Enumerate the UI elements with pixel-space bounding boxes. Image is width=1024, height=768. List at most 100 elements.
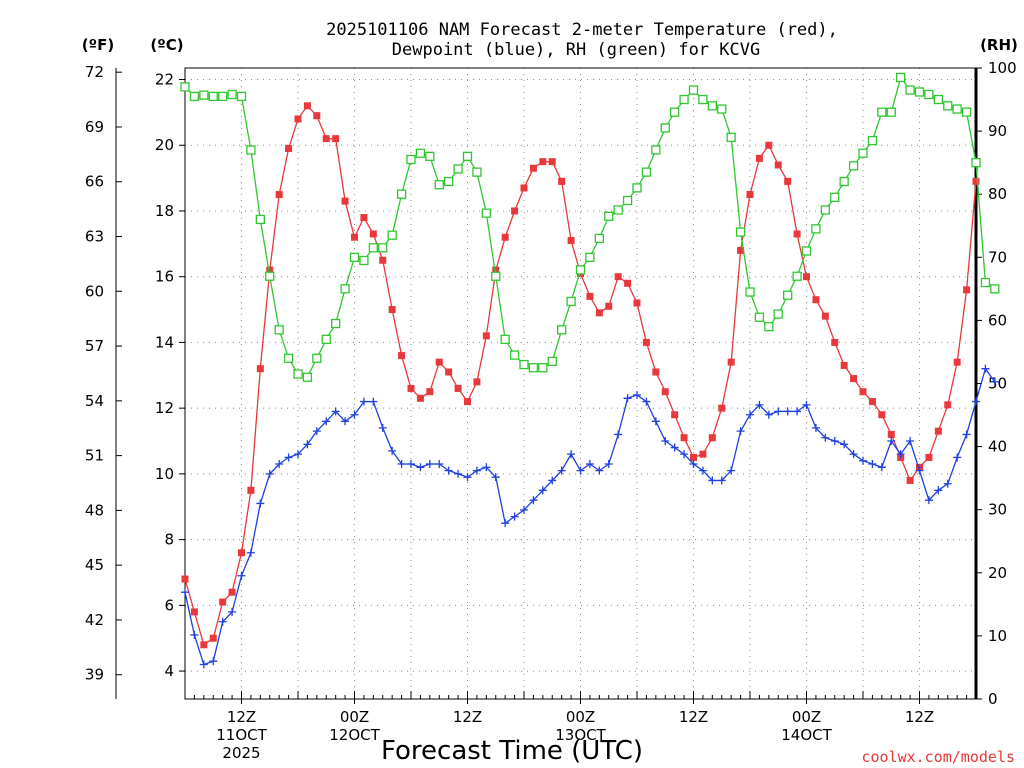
data-point [934, 486, 943, 495]
data-point [548, 158, 556, 166]
data-point [415, 148, 426, 158]
data-point [624, 279, 632, 287]
data-point [961, 107, 972, 117]
data-point [585, 460, 594, 469]
data-point [933, 94, 943, 105]
data-point [256, 365, 264, 373]
data-point [256, 499, 265, 508]
data-point [548, 476, 557, 485]
data-point [708, 476, 717, 485]
data-point [746, 191, 754, 199]
data-point [623, 394, 632, 403]
data-point [934, 427, 942, 435]
data-point [764, 410, 773, 419]
celsius-tick-label: 22 [155, 71, 174, 89]
data-point [255, 214, 265, 225]
series-rh [180, 72, 1000, 382]
data-point [642, 397, 651, 406]
data-point [943, 479, 952, 488]
x-tick-label: 14OCT [781, 726, 832, 744]
data-point [238, 549, 245, 557]
data-point [425, 460, 434, 469]
data-point [707, 101, 717, 111]
data-point [359, 255, 369, 266]
x-tick-label: 00Z [792, 708, 821, 726]
data-point [980, 277, 991, 288]
fahrenheit-tick-label: 72 [85, 63, 104, 81]
data-point [585, 252, 595, 262]
data-point [953, 453, 962, 462]
rh-tick-label: 90 [988, 122, 1007, 140]
data-point [303, 102, 311, 110]
data-point [735, 227, 746, 237]
data-point [575, 265, 586, 275]
data-point [228, 607, 237, 616]
data-point [802, 400, 811, 409]
data-point [877, 107, 887, 117]
data-point [379, 256, 387, 264]
data-point [576, 466, 585, 475]
rh-tick-label: 60 [988, 311, 1007, 329]
x-tick-label: 13OCT [555, 726, 606, 744]
data-point [746, 410, 754, 419]
data-point [680, 450, 689, 459]
data-point [435, 358, 443, 366]
data-point [803, 273, 810, 281]
data-point [199, 660, 208, 669]
rh-tick-label: 80 [988, 185, 1007, 203]
data-point [680, 434, 688, 442]
data-point [557, 466, 566, 475]
data-point [679, 94, 689, 105]
data-point [322, 417, 331, 426]
data-point [811, 423, 820, 432]
fahrenheit-tick-label: 39 [85, 666, 104, 684]
data-point [784, 177, 792, 185]
data-point [501, 233, 509, 241]
data-point [614, 430, 623, 439]
data-point [406, 154, 416, 165]
fahrenheit-tick-label: 45 [85, 556, 104, 574]
data-point [491, 473, 500, 482]
data-point [396, 189, 407, 199]
data-point [830, 192, 840, 203]
series-dewpoint [181, 364, 999, 669]
data-point [981, 364, 990, 373]
data-point [821, 312, 829, 320]
data-point [906, 476, 914, 484]
rh-tick-label: 30 [988, 501, 1007, 519]
data-point [349, 252, 360, 262]
data-point [209, 634, 217, 642]
data-point [990, 377, 999, 386]
celsius-tick-label: 18 [155, 202, 174, 220]
data-point [605, 302, 613, 310]
series [180, 72, 1000, 669]
data-point [426, 388, 434, 396]
data-point [351, 233, 358, 241]
data-point [236, 91, 247, 102]
data-point [180, 82, 190, 92]
fahrenheit-tick-label: 63 [85, 228, 104, 246]
data-point [547, 356, 557, 367]
data-point [868, 460, 877, 469]
rh-tick-label: 40 [988, 438, 1007, 456]
data-point [850, 375, 858, 383]
data-point [529, 164, 537, 172]
data-point [407, 460, 415, 469]
data-point [369, 397, 378, 406]
celsius-tick-label: 8 [164, 531, 174, 549]
data-point [246, 548, 255, 557]
data-point [671, 411, 679, 419]
data-point [219, 598, 227, 606]
data-point [793, 407, 802, 416]
celsius-tick-label: 4 [164, 662, 174, 680]
chart-title-line-1: 2025101106 NAM Forecast 2-meter Temperat… [326, 20, 838, 40]
data-point [699, 450, 707, 458]
fahrenheit-tick-label: 60 [85, 282, 104, 300]
rh-tick-label: 100 [988, 59, 1017, 77]
data-point [181, 575, 189, 583]
data-point [595, 309, 603, 317]
x-axis-label: Forecast Time (UTC) [381, 736, 643, 766]
axes: 4 6 8 10 12 14 16 18 20 22 39 42 45 48 51 54 57 60 63 66 69 7… [85, 59, 1017, 762]
data-point [972, 177, 980, 185]
data-point [237, 571, 246, 580]
